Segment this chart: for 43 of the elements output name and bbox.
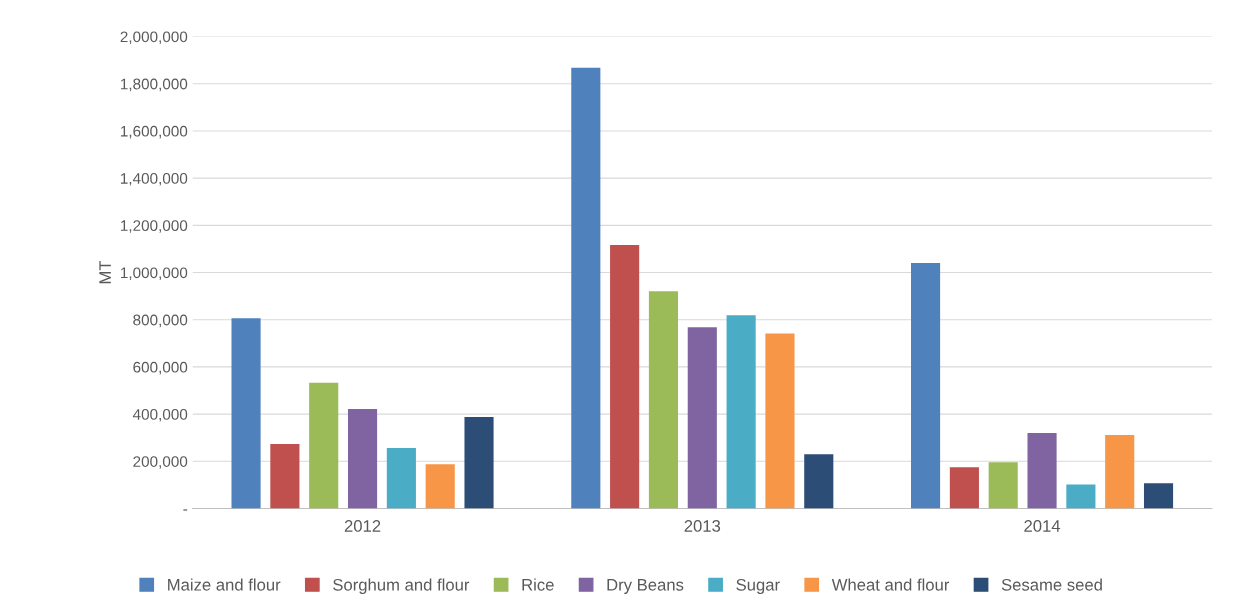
legend-label: Sorghum and flour: [333, 578, 470, 594]
bar: [949, 467, 979, 509]
bar: [425, 464, 455, 509]
bar: [988, 462, 1018, 509]
x-tick-label: 2012: [344, 520, 381, 532]
legend-label: Maize and flour: [168, 578, 281, 591]
legend-label: Sesame seed: [1001, 578, 1102, 591]
y-tick-label: 1,800,000: [121, 78, 188, 92]
bar: [464, 416, 494, 509]
bar: [1105, 435, 1135, 509]
bar: [1066, 484, 1096, 509]
legend-label: Dry Beans: [607, 579, 684, 594]
y-axis-title: MT: [99, 260, 111, 284]
legend-label: Wheat and flour: [831, 578, 950, 591]
x-tick-label: 2013: [684, 520, 721, 532]
bar: [765, 333, 795, 509]
y-tick-label: 1,200,000: [121, 220, 188, 233]
x-tick-label: 2014: [1024, 520, 1061, 532]
bar: [687, 327, 717, 509]
bar: [1143, 483, 1174, 509]
y-tick-label: 2,000,000: [120, 31, 188, 45]
bar: [386, 448, 416, 509]
y-tick-label: 600,000: [133, 361, 188, 375]
bar: [610, 244, 640, 509]
bar: [231, 318, 261, 509]
legend-label: Sugar: [736, 578, 780, 594]
bar: [804, 454, 834, 509]
y-tick-label: 1,400,000: [121, 173, 188, 186]
bar: [648, 291, 679, 509]
bar: [1027, 433, 1057, 509]
bar: [571, 67, 601, 509]
legend-label: Rice: [522, 578, 554, 591]
bar: [270, 444, 300, 509]
bar: [911, 263, 941, 509]
y-tick-label: 1,000,000: [121, 267, 188, 281]
y-tick-label: 800,000: [133, 314, 188, 328]
y-tick-label: 400,000: [132, 408, 188, 422]
y-tick-label: 200,000: [133, 456, 188, 469]
bar: [309, 382, 339, 509]
y-tick-label: 1,600,000: [121, 125, 188, 139]
y-tick-label: -: [183, 509, 188, 511]
bar: [347, 408, 378, 509]
bar: [726, 315, 756, 509]
